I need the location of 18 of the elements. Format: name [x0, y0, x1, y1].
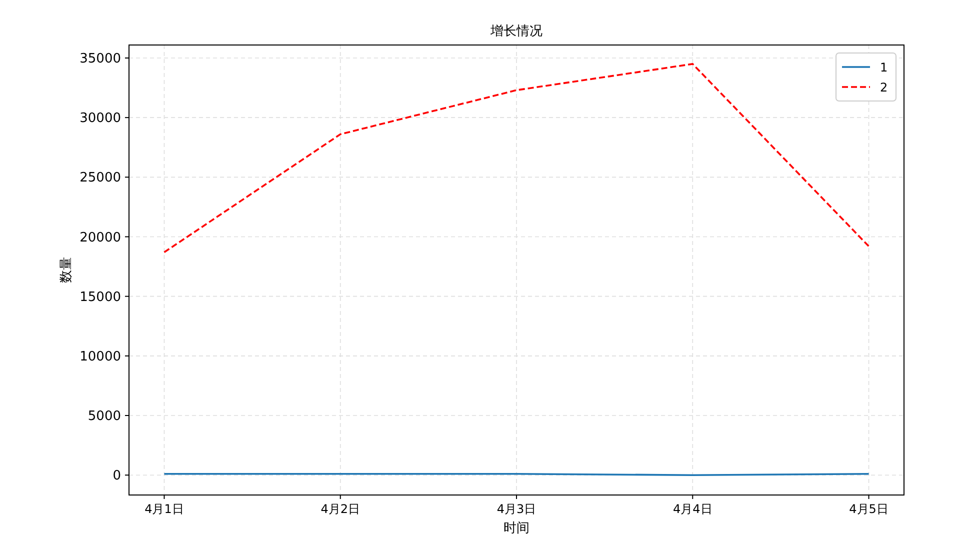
- chart-title: 增长情况: [490, 24, 542, 39]
- legend-label: 1: [880, 60, 888, 74]
- x-axis-title: 时间: [504, 521, 530, 536]
- x-tick-label: 4月2日: [320, 502, 360, 516]
- y-tick-label: 0: [112, 468, 121, 484]
- legend-label: 2: [880, 80, 888, 94]
- y-tick-label: 5000: [88, 409, 121, 424]
- y-tick-label: 25000: [80, 170, 121, 186]
- y-tick-label: 15000: [80, 290, 121, 305]
- x-tick-label: 4月4日: [672, 502, 712, 516]
- x-tick-label: 4月5日: [849, 502, 888, 516]
- x-tick-label: 4月1日: [144, 502, 184, 516]
- y-tick-label: 30000: [80, 111, 121, 126]
- x-tick-label: 4月3日: [496, 502, 536, 516]
- y-tick-label: 35000: [80, 51, 121, 66]
- y-tick-label: 20000: [80, 230, 121, 246]
- y-axis-title: 数量: [59, 257, 74, 283]
- y-tick-label: 10000: [80, 349, 121, 364]
